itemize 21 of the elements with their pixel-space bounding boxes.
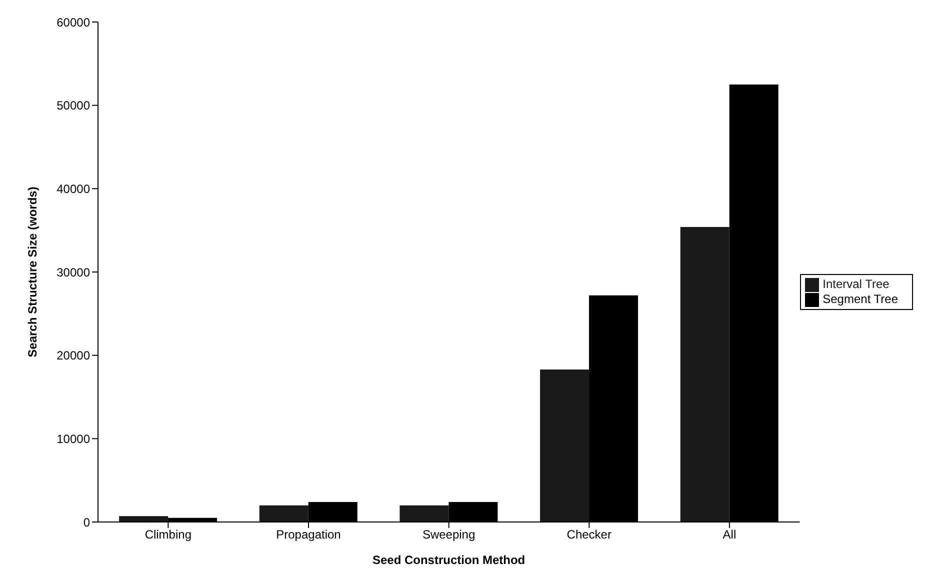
- y-tick-label: 10000: [56, 432, 90, 446]
- y-tick-label: 30000: [56, 265, 90, 280]
- bar: [259, 505, 308, 522]
- y-tick-label: 20000: [56, 348, 90, 363]
- y-tick-label: 50000: [56, 98, 90, 113]
- x-tick-label: Sweeping: [422, 528, 476, 542]
- y-axis-title: Search Structure Size (words): [25, 186, 40, 358]
- bar: [680, 227, 730, 522]
- x-tick-label: Climbing: [144, 528, 192, 542]
- legend-label: Segment Tree: [822, 292, 898, 306]
- legend-label: Interval Tree: [822, 277, 890, 292]
- x-axis-title: Seed Construction Method: [372, 553, 526, 567]
- x-tick-label: Checker: [566, 528, 612, 542]
- bar: [540, 370, 590, 522]
- y-tick-label: 60000: [56, 15, 90, 30]
- x-tick-label: Propagation: [276, 528, 341, 542]
- x-tick-label: All: [722, 528, 736, 542]
- bar: [400, 505, 449, 522]
- y-tick-label: 40000: [56, 182, 90, 196]
- bar: [119, 516, 168, 522]
- y-tick-label: 0: [83, 515, 90, 530]
